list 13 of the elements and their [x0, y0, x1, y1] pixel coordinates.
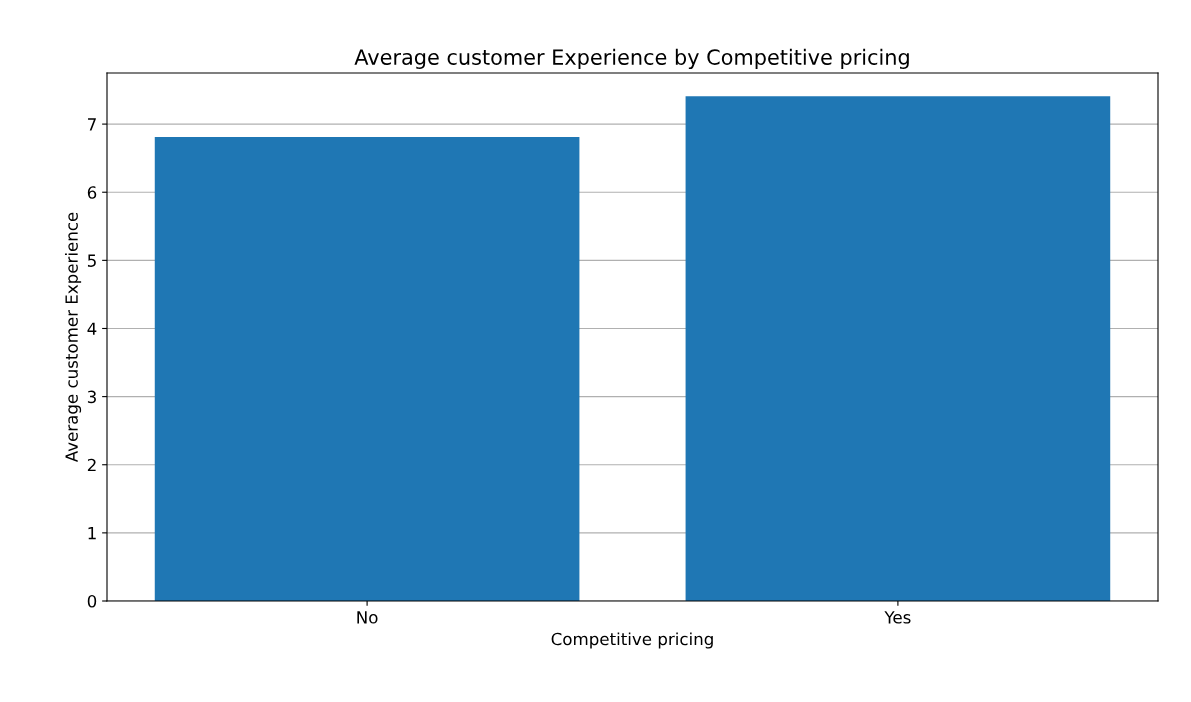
y-tick-label: 0: [87, 594, 97, 608]
y-tick-label: 4: [87, 322, 97, 335]
y-axis-title: Average customer Experience: [64, 212, 82, 463]
y-tick-label: 5: [87, 254, 96, 267]
x-tick-label: No: [357, 611, 378, 624]
y-tick-label: 7: [88, 118, 96, 131]
y-tick-label: 6: [87, 186, 97, 199]
y-tick-label: 3: [87, 390, 96, 404]
chart-title: Average customer Experience by Competitive pricing: [354, 48, 909, 69]
x-axis-title: Competitive pricing: [551, 632, 713, 649]
y-tick-label: 1: [88, 527, 96, 540]
x-tick-label: Yes: [884, 611, 911, 624]
y-tick-label: 2: [87, 458, 96, 472]
